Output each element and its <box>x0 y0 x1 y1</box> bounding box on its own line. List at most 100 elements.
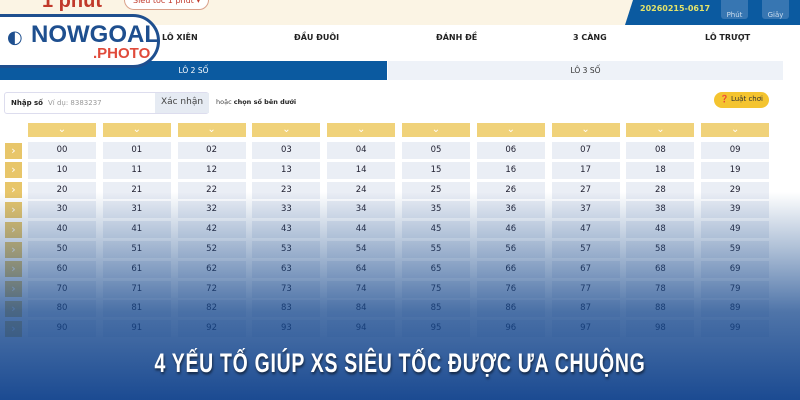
number-cell[interactable]: 43 <box>252 221 321 239</box>
row-select-icon[interactable]: › <box>5 201 22 218</box>
submit-button[interactable]: Xác nhận <box>155 93 209 113</box>
number-input[interactable]: Nhập số Ví dụ: 8383237 Xác nhận <box>4 92 209 114</box>
number-cell[interactable]: 28 <box>626 181 695 199</box>
number-cell[interactable]: 85 <box>402 300 470 318</box>
column-select-icon[interactable]: ⌄ <box>626 123 695 137</box>
number-cell[interactable]: 14 <box>327 161 396 179</box>
number-cell[interactable]: 66 <box>476 260 545 278</box>
number-cell[interactable]: 69 <box>701 260 770 278</box>
number-cell[interactable]: 30 <box>28 201 96 219</box>
tab-3-cang[interactable]: 3 CÀNG <box>573 33 607 42</box>
input-placeholder[interactable]: Ví dụ: 8383237 <box>48 99 102 107</box>
row-select-icon[interactable]: › <box>5 221 22 238</box>
number-cell[interactable]: 86 <box>476 300 545 318</box>
number-cell[interactable]: 36 <box>476 201 545 219</box>
number-cell[interactable]: 13 <box>252 161 321 179</box>
number-cell[interactable]: 89 <box>701 300 770 318</box>
number-cell[interactable]: 84 <box>327 300 396 318</box>
number-cell[interactable]: 56 <box>476 241 545 258</box>
number-cell[interactable]: 12 <box>177 161 246 179</box>
row-select-icon[interactable]: › <box>5 142 22 159</box>
number-cell[interactable]: 10 <box>28 161 96 179</box>
number-cell[interactable]: 72 <box>177 280 246 298</box>
number-cell[interactable]: 59 <box>701 241 770 258</box>
number-cell[interactable]: 97 <box>551 320 620 338</box>
number-cell[interactable]: 91 <box>102 320 171 338</box>
number-cell[interactable]: 44 <box>327 221 396 239</box>
subtab-lo-3-so[interactable]: LÔ 3 SỐ <box>388 61 783 80</box>
tab-danh-de[interactable]: ĐÁNH ĐỀ <box>436 33 478 42</box>
number-cell[interactable]: 07 <box>551 142 620 159</box>
number-cell[interactable]: 05 <box>402 142 470 159</box>
number-cell[interactable]: 26 <box>476 181 545 199</box>
number-cell[interactable]: 99 <box>701 320 770 338</box>
number-cell[interactable]: 21 <box>102 181 171 199</box>
number-cell[interactable]: 80 <box>28 300 96 318</box>
number-cell[interactable]: 31 <box>102 201 171 219</box>
number-cell[interactable]: 11 <box>102 161 171 179</box>
number-cell[interactable]: 96 <box>476 320 545 338</box>
number-cell[interactable]: 75 <box>402 280 470 298</box>
column-select-icon[interactable]: ⌄ <box>402 123 470 137</box>
number-cell[interactable]: 70 <box>28 280 96 298</box>
number-cell[interactable]: 82 <box>177 300 246 318</box>
number-cell[interactable]: 67 <box>551 260 620 278</box>
number-cell[interactable]: 73 <box>252 280 321 298</box>
number-cell[interactable]: 06 <box>476 142 545 159</box>
number-cell[interactable]: 48 <box>626 221 695 239</box>
number-cell[interactable]: 92 <box>177 320 246 338</box>
number-cell[interactable]: 45 <box>402 221 470 239</box>
number-cell[interactable]: 37 <box>551 201 620 219</box>
column-select-icon[interactable]: ⌄ <box>252 123 321 137</box>
number-cell[interactable]: 47 <box>551 221 620 239</box>
number-cell[interactable]: 93 <box>252 320 321 338</box>
number-cell[interactable]: 81 <box>102 300 171 318</box>
number-cell[interactable]: 33 <box>252 201 321 219</box>
number-cell[interactable]: 04 <box>327 142 396 159</box>
number-cell[interactable]: 22 <box>177 181 246 199</box>
number-cell[interactable]: 08 <box>626 142 695 159</box>
number-cell[interactable]: 78 <box>626 280 695 298</box>
number-cell[interactable]: 65 <box>402 260 470 278</box>
number-cell[interactable]: 54 <box>327 241 396 258</box>
number-cell[interactable]: 20 <box>28 181 96 199</box>
number-cell[interactable]: 55 <box>402 241 470 258</box>
column-select-icon[interactable]: ⌄ <box>551 123 620 137</box>
number-cell[interactable]: 35 <box>402 201 470 219</box>
number-cell[interactable]: 79 <box>701 280 770 298</box>
number-cell[interactable]: 83 <box>252 300 321 318</box>
number-cell[interactable]: 34 <box>327 201 396 219</box>
number-cell[interactable]: 40 <box>28 221 96 239</box>
number-cell[interactable]: 68 <box>626 260 695 278</box>
column-select-icon[interactable]: ⌄ <box>177 123 246 137</box>
number-cell[interactable]: 17 <box>551 161 620 179</box>
number-cell[interactable]: 87 <box>551 300 620 318</box>
tab-dau-duoi[interactable]: ĐẦU ĐUÔI <box>294 33 340 42</box>
row-select-icon[interactable]: › <box>5 320 22 337</box>
number-cell[interactable]: 51 <box>102 241 171 258</box>
number-cell[interactable]: 57 <box>551 241 620 258</box>
number-cell[interactable]: 74 <box>327 280 396 298</box>
number-cell[interactable]: 39 <box>701 201 770 219</box>
row-select-icon[interactable]: › <box>5 241 22 258</box>
number-cell[interactable]: 41 <box>102 221 171 239</box>
number-cell[interactable]: 77 <box>551 280 620 298</box>
row-select-icon[interactable]: › <box>5 281 22 298</box>
column-select-icon[interactable]: ⌄ <box>701 123 770 137</box>
number-cell[interactable]: 00 <box>28 142 96 159</box>
row-select-icon[interactable]: › <box>5 300 22 317</box>
column-select-icon[interactable]: ⌄ <box>327 123 396 137</box>
column-select-icon[interactable]: ⌄ <box>476 123 545 137</box>
number-cell[interactable]: 42 <box>177 221 246 239</box>
row-select-icon[interactable]: › <box>5 162 22 179</box>
number-cell[interactable]: 38 <box>626 201 695 219</box>
number-cell[interactable]: 63 <box>252 260 321 278</box>
number-cell[interactable]: 16 <box>476 161 545 179</box>
number-cell[interactable]: 25 <box>402 181 470 199</box>
number-cell[interactable]: 23 <box>252 181 321 199</box>
number-cell[interactable]: 32 <box>177 201 246 219</box>
row-select-icon[interactable]: › <box>5 182 22 199</box>
number-cell[interactable]: 90 <box>28 320 96 338</box>
tab-lo-truot[interactable]: LÔ TRƯỢT <box>705 33 751 42</box>
column-select-icon[interactable]: ⌄ <box>28 123 96 137</box>
